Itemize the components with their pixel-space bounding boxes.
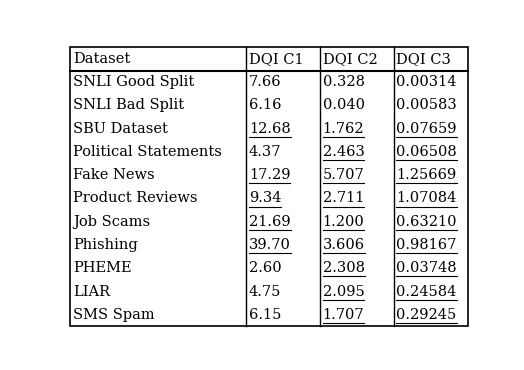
Text: 0.00583: 0.00583 (396, 98, 457, 112)
Text: 1.07084: 1.07084 (396, 192, 456, 205)
Text: 0.29245: 0.29245 (396, 308, 456, 322)
Text: DQI C2: DQI C2 (323, 52, 377, 66)
Text: 9.34: 9.34 (249, 192, 281, 205)
Text: 0.06508: 0.06508 (396, 145, 457, 159)
Text: 5.707: 5.707 (323, 168, 364, 182)
Text: 0.24584: 0.24584 (396, 285, 456, 299)
Text: 0.040: 0.040 (323, 98, 365, 112)
Text: LIAR: LIAR (73, 285, 110, 299)
Text: 1.25669: 1.25669 (396, 168, 456, 182)
Text: 12.68: 12.68 (249, 122, 291, 136)
Text: 4.37: 4.37 (249, 145, 281, 159)
Text: 0.00314: 0.00314 (396, 75, 457, 89)
Text: 17.29: 17.29 (249, 168, 290, 182)
Text: 2.308: 2.308 (323, 261, 365, 275)
Text: 21.69: 21.69 (249, 215, 290, 229)
Text: DQI C3: DQI C3 (396, 52, 451, 66)
Text: 2.095: 2.095 (323, 285, 364, 299)
Text: 0.63210: 0.63210 (396, 215, 457, 229)
Text: 0.07659: 0.07659 (396, 122, 457, 136)
Text: 0.98167: 0.98167 (396, 238, 456, 252)
Text: 0.03748: 0.03748 (396, 261, 457, 275)
Text: PHEME: PHEME (73, 261, 132, 275)
Text: 3.606: 3.606 (323, 238, 365, 252)
Text: 4.75: 4.75 (249, 285, 281, 299)
Text: SNLI Bad Split: SNLI Bad Split (73, 98, 184, 112)
Text: Product Reviews: Product Reviews (73, 192, 198, 205)
Text: 2.463: 2.463 (323, 145, 365, 159)
Text: 2.711: 2.711 (323, 192, 364, 205)
Text: DQI C1: DQI C1 (249, 52, 303, 66)
Text: Political Statements: Political Statements (73, 145, 222, 159)
Text: SNLI Good Split: SNLI Good Split (73, 75, 194, 89)
Text: Dataset: Dataset (73, 52, 130, 66)
Text: 1.762: 1.762 (323, 122, 364, 136)
Text: 39.70: 39.70 (249, 238, 291, 252)
Text: Phishing: Phishing (73, 238, 138, 252)
Text: 1.707: 1.707 (323, 308, 364, 322)
Text: 6.16: 6.16 (249, 98, 281, 112)
Text: SBU Dataset: SBU Dataset (73, 122, 168, 136)
Text: Fake News: Fake News (73, 168, 155, 182)
Text: 1.200: 1.200 (323, 215, 364, 229)
Text: 0.328: 0.328 (323, 75, 365, 89)
Text: SMS Spam: SMS Spam (73, 308, 155, 322)
Text: Job Scams: Job Scams (73, 215, 150, 229)
Text: 6.15: 6.15 (249, 308, 281, 322)
Text: 7.66: 7.66 (249, 75, 281, 89)
Text: 2.60: 2.60 (249, 261, 281, 275)
